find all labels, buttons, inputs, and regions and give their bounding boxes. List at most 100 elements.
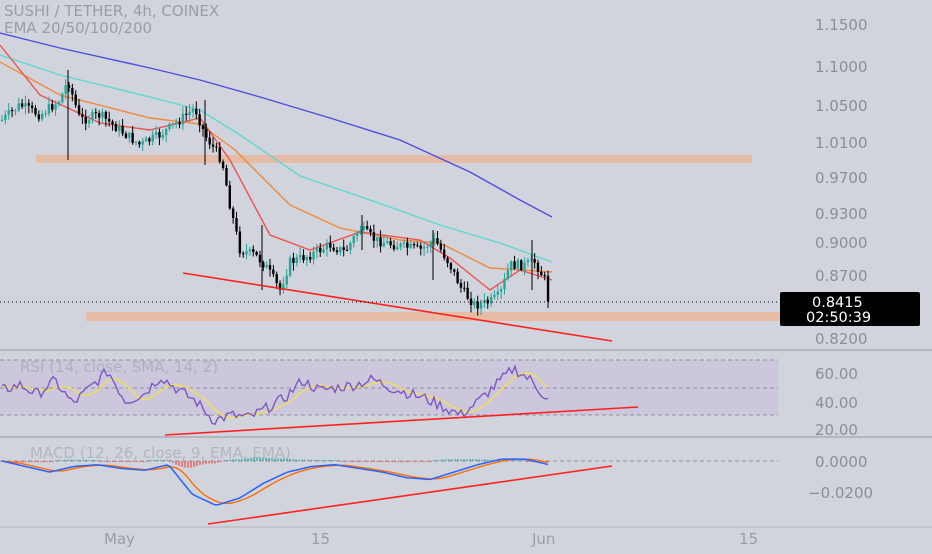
candle-body: [302, 255, 305, 261]
candle-body: [329, 242, 332, 248]
macd-histogram-bar: [220, 461, 222, 462]
candle-body: [87, 120, 91, 124]
candle-body: [34, 107, 37, 115]
candle-body: [359, 229, 362, 234]
macd-histogram-bar: [325, 460, 327, 461]
candle-body: [258, 254, 262, 263]
macd-histogram-bar: [427, 461, 429, 462]
macd-histogram-bar: [226, 460, 228, 461]
candle-body: [530, 259, 533, 261]
price-label-0870: 0.8700: [815, 267, 868, 285]
candle-body: [322, 249, 325, 253]
candle-body: [479, 302, 483, 309]
macd-histogram-bar: [292, 459, 294, 461]
macd-line: [1, 458, 549, 506]
macd-histogram-bar: [349, 461, 351, 462]
rsi-pane[interactable]: RSI (14, close, SMA, 14, 2) 60.00 40.00 …: [0, 358, 858, 439]
macd-histogram-bar: [316, 460, 318, 461]
candle-body: [208, 137, 211, 145]
candle-body: [144, 138, 148, 141]
candle-body: [4, 114, 7, 120]
macd-histogram-bar: [454, 459, 456, 461]
macd-histogram-bar: [490, 459, 492, 461]
candle-body: [466, 287, 469, 299]
macd-histogram-bar: [115, 461, 117, 462]
macd-histogram-bar: [88, 460, 90, 461]
candle-body: [248, 249, 252, 252]
macd-histogram-bar: [100, 461, 102, 462]
macd-histogram-bar: [382, 461, 384, 462]
time-axis[interactable]: May 15 Jun 15: [104, 530, 758, 548]
candles: [0, 70, 550, 316]
candle-body: [355, 233, 359, 237]
candle-body: [513, 261, 516, 269]
candle-body: [91, 112, 94, 121]
candle-body: [138, 141, 141, 145]
macd-histogram-bar: [184, 461, 186, 468]
macd-histogram-bar: [487, 459, 489, 461]
candle-body: [386, 241, 389, 243]
ema20-line: [0, 44, 553, 291]
macd-histogram-bar: [241, 458, 243, 461]
candle-body: [64, 84, 67, 94]
macd-histogram-bar: [13, 461, 15, 462]
macd-histogram-bar: [370, 461, 372, 462]
macd-pane[interactable]: MACD (12, 26, close, 9, EMA, EMA) 0.0000…: [0, 444, 873, 525]
macd-histogram-bar: [298, 459, 300, 461]
rsi-line: [1, 364, 549, 426]
candle-body: [536, 262, 540, 272]
macd-histogram-bar: [55, 460, 57, 461]
support-zone[interactable]: [86, 312, 780, 321]
candle-body: [459, 283, 463, 288]
candle-body: [265, 264, 268, 268]
macd-histogram-bar: [61, 460, 63, 461]
resistance-zone[interactable]: [36, 155, 752, 163]
macd-histogram-bar: [67, 459, 69, 461]
candle-body: [47, 104, 51, 114]
candle-body: [335, 250, 339, 253]
rsi-title: RSI (14, close, SMA, 14, 2): [20, 358, 218, 376]
macd-histogram-bar: [277, 458, 279, 461]
candle-body: [218, 147, 221, 162]
macd-histogram-bar: [388, 461, 390, 463]
candle-body: [77, 105, 81, 115]
macd-histogram-bar: [262, 457, 264, 461]
candle-body: [426, 246, 429, 248]
macd-histogram-bar: [460, 459, 462, 461]
macd-histogram-bar: [355, 461, 357, 462]
macd-histogram-bar: [193, 461, 195, 468]
candle-body: [443, 249, 446, 259]
macd-histogram-bar: [346, 461, 348, 462]
macd-histogram-bar: [418, 461, 420, 462]
candle-body: [449, 263, 453, 270]
candle-body: [402, 242, 406, 244]
macd-histogram-bar: [499, 459, 501, 461]
candle-body: [114, 124, 118, 131]
candle-body: [225, 167, 228, 186]
time-label-may: May: [104, 530, 135, 548]
candle-body: [489, 297, 493, 304]
candle-body: [61, 93, 64, 103]
macd-histogram-bar: [313, 459, 315, 461]
candle-body: [362, 226, 365, 230]
candle-body: [71, 87, 74, 95]
candle-body: [131, 132, 134, 143]
price-axis[interactable]: 1.1500 1.1000 1.0500 1.0100 0.9700 0.930…: [815, 16, 868, 348]
price-support-trendline[interactable]: [182, 272, 613, 342]
candle-body: [309, 256, 312, 260]
candle-body: [124, 133, 128, 138]
macd-histogram-bar: [295, 459, 297, 461]
candle-body: [235, 218, 238, 232]
macd-axis-neg002: −0.0200: [808, 484, 873, 502]
macd-histogram-bar: [94, 460, 96, 461]
rsi-trendline[interactable]: [164, 406, 639, 436]
macd-trendline[interactable]: [207, 465, 613, 525]
symbol-title: SUSHI / TETHER, 4h, COINEX: [4, 2, 219, 20]
ema200-line: [0, 32, 553, 218]
candle-body: [0, 119, 4, 121]
macd-histogram-bar: [178, 461, 180, 467]
macd-histogram-bar: [397, 461, 399, 463]
macd-histogram-bar: [112, 461, 114, 462]
